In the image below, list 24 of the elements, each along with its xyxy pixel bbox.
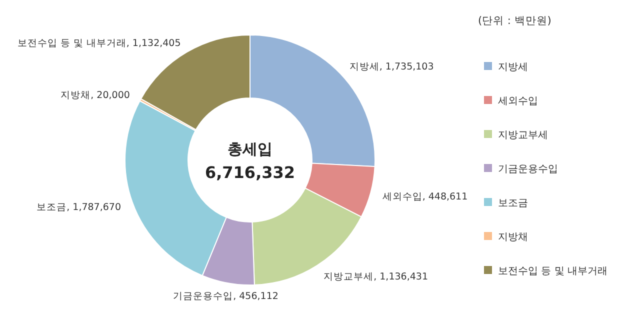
legend-label: 지방세	[498, 62, 528, 73]
data-label: , 1,132,405	[126, 38, 181, 49]
data-label: , 456,112	[233, 290, 278, 302]
legend-label: 지방교부세	[498, 130, 548, 141]
legend-title: (단위 : 백만원)	[478, 15, 552, 27]
text: 6,716,332	[204, 163, 296, 182]
text: 총세입	[228, 140, 272, 158]
slice-label: 보조금	[36, 202, 67, 214]
legend-label: 기금운용수입	[498, 164, 558, 175]
data-label: , 20,000	[90, 90, 130, 102]
legend-label: 지방채	[498, 232, 528, 243]
slice-label: 지방교부세	[324, 272, 374, 283]
data-label: , 1,735,103	[379, 62, 434, 73]
slice-label: 보전수입 등 및 내부거래	[17, 38, 126, 49]
data-label: , 448,611	[422, 192, 468, 203]
slice-label: 세외수입	[382, 192, 422, 203]
slice-label: 기금운용수입	[173, 290, 234, 302]
slice-label: 지방채	[60, 90, 91, 102]
legend-label: 보전수입 등 및 내부거래	[498, 266, 608, 277]
slice-label: 지방세	[349, 62, 380, 73]
legend-label: 보조금	[498, 198, 528, 209]
data-label: , 1,787,670	[66, 202, 121, 214]
data-label: , 1,136,431	[374, 272, 428, 283]
legend-label: 세외수입	[498, 96, 538, 107]
